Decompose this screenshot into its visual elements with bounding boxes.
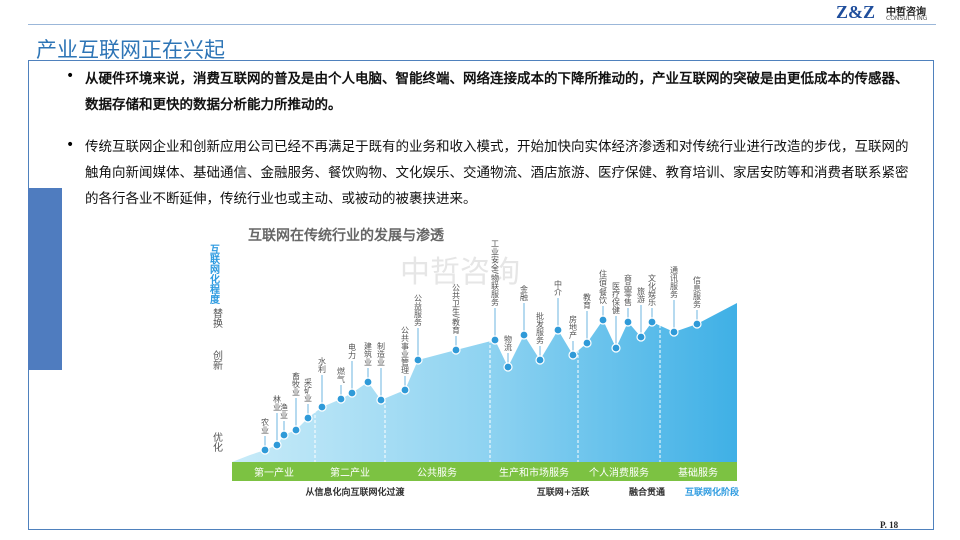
node-label: 房地产 (569, 314, 578, 340)
node (490, 335, 500, 345)
node-label: 采矿业 (304, 377, 313, 402)
level-label: 优化 (211, 431, 223, 452)
node (376, 395, 386, 405)
node (279, 430, 289, 440)
node (553, 325, 563, 335)
node (400, 385, 410, 395)
node (503, 362, 513, 372)
node (692, 319, 702, 329)
node-label: 渔业 (280, 402, 289, 419)
node (669, 327, 679, 337)
node-label: 电力 (348, 342, 357, 360)
stage-label: 个人消费服务 (589, 466, 649, 479)
node (611, 343, 621, 353)
node-label: 信息服务 (693, 275, 702, 309)
figure-title: 互联网在传统行业的发展与渗透 (248, 227, 445, 244)
node-label: 教育 (583, 292, 592, 310)
node (582, 338, 592, 348)
stage-label: 生产和市场服务 (499, 466, 569, 479)
phase-label: 互联网+活跃 (537, 486, 591, 498)
node (568, 350, 578, 360)
node (598, 315, 608, 325)
company-en: CONSUL TING (886, 15, 928, 22)
node (519, 330, 529, 340)
node-label: 公共卫生/教育 (452, 283, 461, 335)
node (260, 445, 270, 455)
node-label: 中介 (554, 279, 563, 296)
node (535, 355, 545, 365)
node-label: 旅游 (637, 286, 646, 304)
bullet: 从硬件环境来说，消费互联网的普及是由个人电脑、智能终端、网络连接成本的下降所推动… (85, 71, 909, 113)
level-label: 替换 (211, 307, 223, 329)
node-label: 批发服务 (536, 311, 545, 345)
stage-label: 公共服务 (417, 466, 457, 479)
node-label: 商品零售 (624, 273, 633, 307)
node (317, 402, 327, 412)
logo: Z&Z (836, 2, 876, 22)
node-label: 工业安全/物联服务 (491, 239, 500, 307)
stage-label: 第二产业 (330, 466, 370, 479)
node (363, 377, 373, 387)
node-label: 农业 (261, 417, 270, 434)
node-label: 金融 (520, 284, 529, 302)
node (347, 388, 357, 398)
node (623, 317, 633, 327)
stage-label: 基础服务 (678, 466, 718, 479)
node-label: 医疗保健 (612, 282, 621, 315)
phase-label: 从信息化向互联网化过渡 (305, 486, 405, 498)
bullet-mark: • (66, 137, 75, 153)
side-bar (28, 188, 62, 370)
page-number: P. 18 (880, 520, 899, 530)
node-label: 公益服务 (414, 294, 423, 327)
node (451, 345, 461, 355)
node-label: 建筑业 (364, 341, 373, 366)
phase-label: 互联网化阶段 (685, 486, 740, 498)
node-label: 畜牧业 (292, 371, 301, 396)
node (647, 317, 657, 327)
phase-label: 融合贯通 (629, 486, 665, 498)
rule (28, 24, 936, 25)
node-label: 燃气 (337, 366, 346, 383)
slide-title: 产业互联网正在兴起 (36, 38, 225, 62)
node (636, 332, 646, 342)
area (232, 303, 737, 462)
node-label: 住宿/餐饮 (599, 268, 608, 305)
bullet: 传统互联网企业和创新应用公司已经不再满足于既有的业务和收入模式，开始加快向实体经… (85, 139, 909, 207)
stage-label: 第一产业 (254, 466, 294, 479)
node-label: 林业 (273, 394, 282, 411)
node-label: 公共事业管理 (401, 326, 410, 374)
watermark: 中哲咨询 (400, 255, 520, 290)
node (291, 425, 301, 435)
node-label: 通讯服务 (670, 265, 679, 299)
node-label: 物流 (504, 334, 513, 352)
node-label: 水利 (318, 356, 327, 373)
node-label: 文化娱乐 (648, 273, 657, 306)
stage-band (232, 462, 737, 481)
node (336, 394, 346, 404)
bullet-mark: • (66, 68, 75, 84)
node-label: 制造业 (377, 341, 386, 366)
node (413, 355, 423, 365)
node (303, 413, 313, 423)
y-axis-label: 互联网化程度 (208, 244, 220, 305)
company: 中哲咨询 (886, 7, 926, 18)
node (272, 440, 282, 450)
level-label: 创新 (211, 349, 223, 371)
